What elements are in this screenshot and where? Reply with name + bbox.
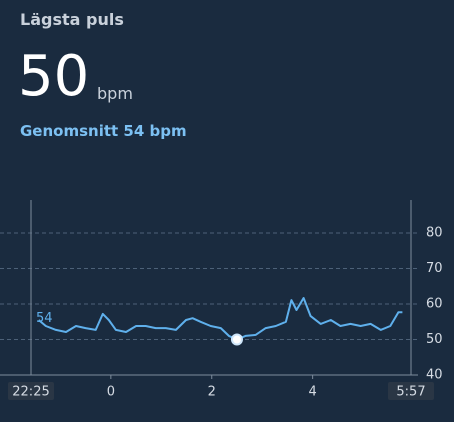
x-tick-label: 0 <box>107 385 115 400</box>
title: Lägsta puls <box>20 10 124 29</box>
x-tick-box <box>388 382 434 400</box>
x-tick-label: 22:25 <box>12 385 49 400</box>
x-tick-label: 5:57 <box>396 385 425 400</box>
pulse-line <box>38 297 403 341</box>
subtitle: Genomsnitt 54 bpm <box>20 122 187 140</box>
unit: bpm <box>97 84 133 103</box>
y-tick-label: 50 <box>426 332 443 347</box>
y-tick-label: 60 <box>426 297 443 312</box>
y-tick-label: 80 <box>426 226 443 241</box>
min-dot <box>230 333 243 346</box>
value: 50 <box>18 44 90 109</box>
x-tick-box <box>8 382 54 400</box>
y-tick-label: 40 <box>426 368 443 383</box>
y-tick-label: 70 <box>426 261 443 276</box>
x-tick-label: 2 <box>208 385 216 400</box>
x-tick-label: 4 <box>308 385 316 400</box>
average-label: 54 <box>36 311 53 326</box>
